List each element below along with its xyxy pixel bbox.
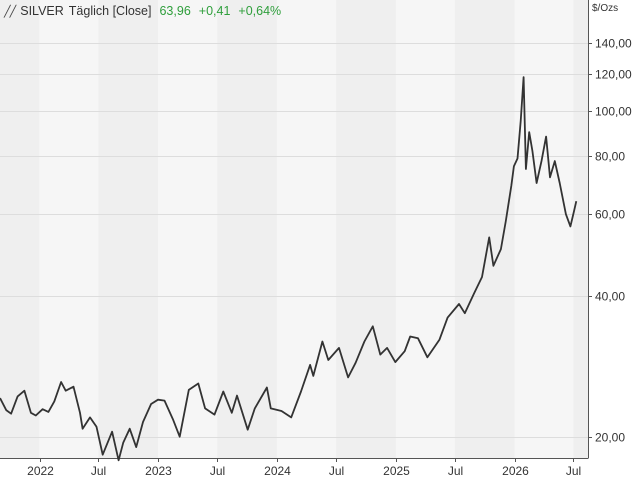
period-band: [514, 0, 574, 458]
y-unit-label: $/Ozs: [592, 3, 619, 14]
y-tick-label: 80,00: [595, 150, 625, 164]
period-band: [573, 0, 588, 458]
price-line: [0, 76, 578, 462]
x-tick-label: 2022: [27, 464, 54, 478]
line-chart-icon: ╱╱: [4, 5, 16, 18]
period-band: [98, 0, 159, 458]
period-band: [336, 0, 396, 458]
x-tick-label: 2025: [383, 464, 410, 478]
x-tick-label: 2026: [502, 464, 529, 478]
year-bands: [0, 0, 588, 458]
last-price: 63,96: [159, 4, 191, 18]
x-tick-label: Jul: [448, 464, 463, 478]
price-change-pct: +0,64%: [238, 4, 282, 18]
x-tick-label: Jul: [329, 464, 344, 478]
x-tick-label: Jul: [91, 464, 106, 478]
period-band: [158, 0, 218, 458]
chart-legend: ╱╱ SILVER Täglich [Close] 63,96 +0,41 +0…: [4, 4, 281, 18]
period-band: [39, 0, 99, 458]
x-tick-label: 2024: [264, 464, 291, 478]
price-change: +0,41: [198, 4, 231, 18]
series-layer: [0, 76, 578, 462]
x-tick-label: 2023: [145, 464, 172, 478]
y-tick-label: 120,00: [595, 68, 632, 82]
period-band: [454, 0, 515, 458]
period-band: [276, 0, 337, 458]
y-axis: 20,00 40,00 60,00 80,00 100,00 120,00 140,00: [588, 0, 632, 458]
period-band: [0, 0, 40, 458]
y-tick-label: 100,00: [595, 105, 632, 119]
instrument-name: SILVER: [20, 4, 64, 18]
period-band: [395, 0, 455, 458]
y-tick-label: 60,00: [595, 208, 625, 222]
y-tick-label: 40,00: [595, 290, 625, 304]
y-tick-label: 140,00: [595, 37, 632, 51]
y-tick-label: 20,00: [595, 431, 625, 445]
x-tick-label: Jul: [566, 464, 581, 478]
interval-label: Täglich [Close]: [68, 4, 152, 18]
x-tick-label: Jul: [210, 464, 225, 478]
x-axis: 2022 Jul 2023 Jul 2024 Jul 2025 Jul 2026 Jul: [0, 458, 589, 478]
period-band: [217, 0, 277, 458]
